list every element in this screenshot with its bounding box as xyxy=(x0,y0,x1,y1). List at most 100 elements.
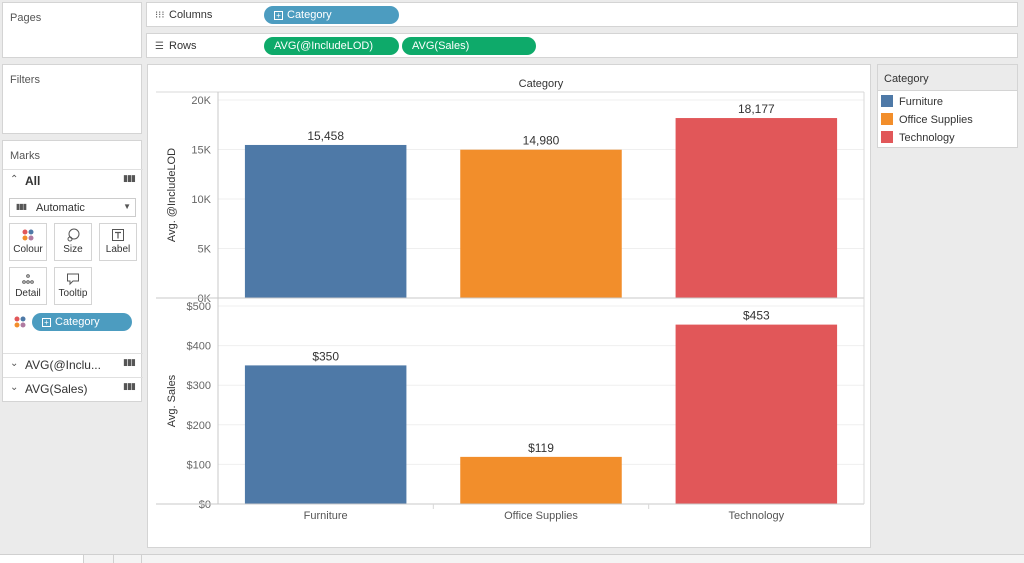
colour-button[interactable]: Colour xyxy=(9,223,47,261)
bar-technology xyxy=(675,118,838,298)
chevron-down-icon[interactable]: ⌄ xyxy=(10,382,19,393)
pages-card[interactable]: Pages xyxy=(2,2,142,58)
x-tick-label: Office Supplies xyxy=(504,510,578,522)
colour-label: Colour xyxy=(13,244,43,255)
bar-chart-icon: ▮▮▮ xyxy=(16,202,27,211)
y-tick-label: 5K xyxy=(198,244,212,256)
marks-measure-row-1[interactable]: ⌄ AVG(@Inclu... ▮▮▮ xyxy=(3,353,143,375)
bar-office-supplies xyxy=(460,149,622,298)
data-label: 18,177 xyxy=(738,102,775,116)
size-button[interactable]: Size xyxy=(54,223,92,261)
bottom-tab-strip xyxy=(0,554,1024,563)
new-sheet-icon[interactable] xyxy=(86,555,114,563)
chart-svg: Category 0K 5K 10K 15K 20K Avg. @IncludeLOD 15,… xyxy=(156,78,865,522)
rows-pill-label-2: AVG(Sales) xyxy=(412,40,470,52)
dropdown-arrow-icon: ▼ xyxy=(123,202,131,211)
y-tick-label: 20K xyxy=(191,95,211,107)
y-tick-label: $500 xyxy=(187,301,211,313)
columns-pill-label: Category xyxy=(287,9,332,21)
label-button[interactable]: Label xyxy=(99,223,137,261)
legend-item[interactable]: Technology xyxy=(881,131,955,147)
label-label: Label xyxy=(105,244,131,255)
rows-pill-label-1: AVG(@IncludeLOD) xyxy=(274,40,373,52)
detail-button[interactable]: Detail xyxy=(9,267,47,305)
y-axis-label: Avg. Sales xyxy=(166,374,178,427)
columns-shelf-label: ⁝⁝⁝ Columns xyxy=(155,9,213,21)
data-label: 14,980 xyxy=(523,134,560,148)
marks-all-row[interactable]: ⌃ All ▮▮▮ xyxy=(3,169,143,191)
pages-title: Pages xyxy=(10,12,42,24)
detail-label: Detail xyxy=(15,288,41,299)
bar-technology xyxy=(675,324,838,504)
plus-icon: + xyxy=(42,318,51,327)
chevron-up-icon[interactable]: ⌃ xyxy=(10,174,19,185)
plus-icon: + xyxy=(274,11,283,20)
x-tick-label: Furniture xyxy=(304,510,348,522)
column-header-title: Category xyxy=(519,78,564,90)
y-tick-label: $0 xyxy=(199,499,211,511)
marks-all-label: All xyxy=(25,174,41,188)
legend-label: Office Supplies xyxy=(899,114,973,126)
new-story-icon[interactable] xyxy=(142,555,170,563)
marks-measure-row-2[interactable]: ⌄ AVG(Sales) ▮▮▮ xyxy=(3,377,143,399)
bar-chart-icon: ▮▮▮ xyxy=(123,174,136,184)
size-icon xyxy=(55,224,91,244)
tooltip-label: Tooltip xyxy=(58,288,88,299)
bar-office-supplies xyxy=(460,456,622,504)
y-tick-label: $300 xyxy=(187,380,211,392)
marks-title: Marks xyxy=(10,150,40,162)
mark-type-dropdown[interactable]: ▮▮▮ Automatic ▼ xyxy=(9,198,136,217)
rows-sales-pill[interactable]: AVG(Sales) xyxy=(402,37,536,55)
legend-item[interactable]: Office Supplies xyxy=(881,113,973,129)
sheet-tab[interactable] xyxy=(0,555,84,563)
marks-measure-label-1: AVG(@Inclu... xyxy=(25,358,101,372)
data-label: $453 xyxy=(743,309,770,323)
colour-icon xyxy=(13,315,27,332)
data-label: 15,458 xyxy=(307,129,344,143)
rows-lod-pill[interactable]: AVG(@IncludeLOD) xyxy=(264,37,399,55)
legend-label: Furniture xyxy=(899,96,944,108)
legend-swatch xyxy=(881,131,893,143)
y-tick-label: 10K xyxy=(191,194,211,206)
category-legend: Category Furniture Office Supplies Technol… xyxy=(877,64,1018,148)
y-tick-label: 0K xyxy=(198,293,212,305)
text-label-icon xyxy=(100,224,136,244)
rows-shelf[interactable]: ☰ Rows AVG(@IncludeLOD) AVG(Sales) xyxy=(146,33,1018,58)
y-tick-label: 15K xyxy=(191,145,211,157)
new-dashboard-icon[interactable] xyxy=(114,555,142,563)
rows-icon: ☰ xyxy=(155,41,164,52)
colour-pill-label: Category xyxy=(55,316,100,328)
x-tick-label: Technology xyxy=(729,510,785,522)
y-tick-label: $200 xyxy=(187,420,211,432)
legend-header: Category xyxy=(878,65,1017,91)
colour-field-row: + Category xyxy=(9,312,139,332)
tooltip-button[interactable]: Tooltip xyxy=(54,267,92,305)
filters-title: Filters xyxy=(10,74,40,86)
legend-label: Technology xyxy=(899,132,955,144)
bar-chart-icon: ▮▮▮ xyxy=(123,382,136,392)
detail-icon xyxy=(10,268,46,288)
y-tick-label: $100 xyxy=(187,459,211,471)
rows-shelf-label: ☰ Rows xyxy=(155,40,197,52)
marks-measure-label-2: AVG(Sales) xyxy=(25,382,88,396)
columns-category-pill[interactable]: + Category xyxy=(264,6,399,24)
tooltip-icon xyxy=(55,268,91,288)
size-label: Size xyxy=(63,244,83,255)
bar-chart-icon: ▮▮▮ xyxy=(123,358,136,368)
bar-furniture xyxy=(244,144,407,298)
filters-card[interactable]: Filters xyxy=(2,64,142,134)
legend-swatch xyxy=(881,113,893,125)
chevron-down-icon[interactable]: ⌄ xyxy=(10,358,19,369)
marks-card: Marks ⌃ All ▮▮▮ ▮▮▮ Automatic ▼ Colour S… xyxy=(2,140,143,402)
colour-category-pill[interactable]: + Category xyxy=(32,313,132,331)
data-label: $350 xyxy=(312,349,339,363)
legend-swatch xyxy=(881,95,893,107)
data-label: $119 xyxy=(528,441,554,455)
bar-furniture xyxy=(244,365,407,504)
y-tick-label: $400 xyxy=(187,341,211,353)
mark-type-value: Automatic xyxy=(36,202,85,214)
view-canvas[interactable]: Category 0K 5K 10K 15K 20K Avg. @IncludeLOD 15,… xyxy=(147,64,871,548)
columns-shelf[interactable]: ⁝⁝⁝ Columns + Category xyxy=(146,2,1018,27)
legend-item[interactable]: Furniture xyxy=(881,95,943,111)
colour-icon xyxy=(10,224,46,244)
